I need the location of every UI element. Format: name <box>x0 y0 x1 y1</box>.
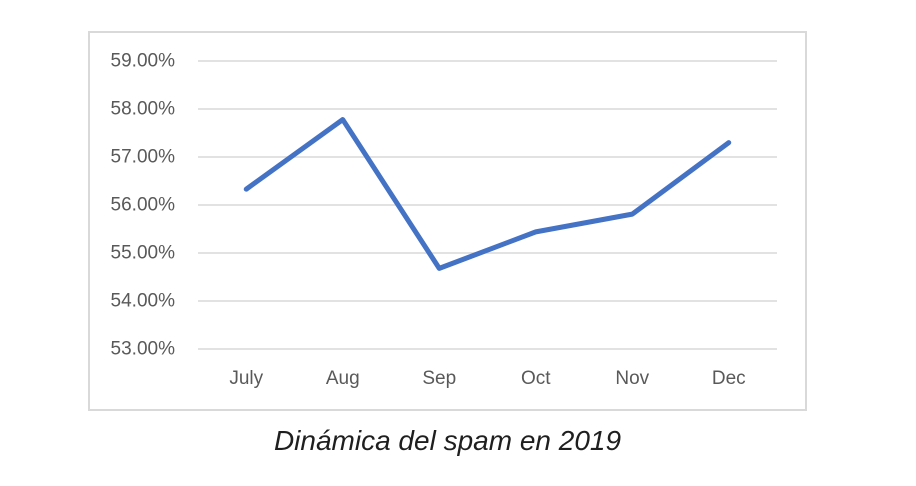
y-axis-tick-label: 59.00% <box>111 51 176 72</box>
spam-series-line <box>243 117 732 271</box>
y-axis-tick-label: 55.00% <box>111 243 176 264</box>
y-axis-tick-label: 54.00% <box>111 291 176 312</box>
y-axis-tick-label: 56.00% <box>111 195 176 216</box>
x-axis-tick-label: Nov <box>615 368 649 389</box>
x-axis-tick-label: Oct <box>521 368 551 389</box>
figure-caption: Dinámica del spam en 2019 <box>273 425 622 456</box>
x-axis-tick-label: Sep <box>422 368 456 389</box>
spam-trend-chart: 59.00% 58.00% 57.00% 56.00% 55.00% 54.00% 53.0… <box>111 51 777 389</box>
y-axis-tick-label: 58.00% <box>111 99 176 120</box>
x-axis-tick-label: Dec <box>712 368 746 389</box>
x-axis-tick-label: July <box>229 368 263 389</box>
chart-panel: 59.00% 58.00% 57.00% 56.00% 55.00% 54.00% 53.0… <box>88 31 807 411</box>
x-axis-tick-label: Aug <box>326 368 360 389</box>
y-axis-tick-label: 53.00% <box>111 339 176 360</box>
y-axis-tick-label: 57.00% <box>111 147 176 168</box>
